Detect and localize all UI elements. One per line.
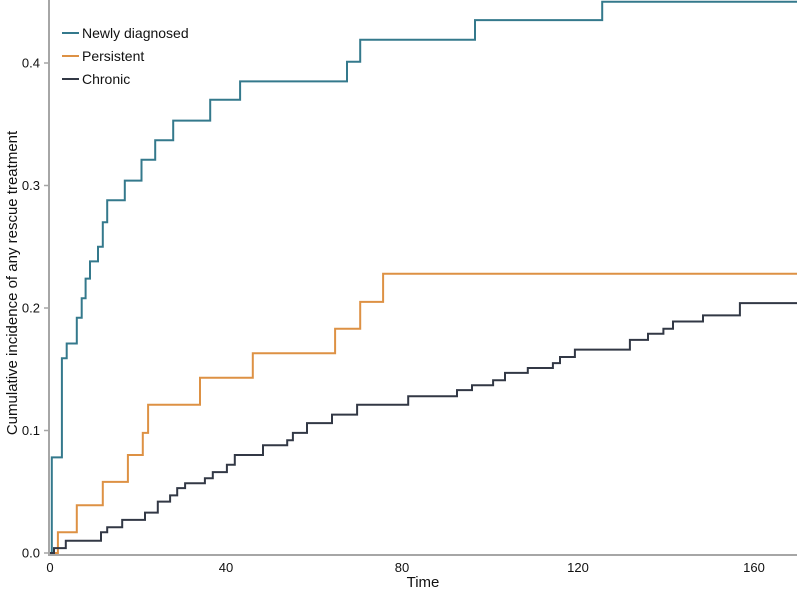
series-lines <box>50 0 797 554</box>
x-tick-label: 80 <box>395 560 409 575</box>
legend-label-persistent: Persistent <box>82 48 144 64</box>
series-line-newly-diagnosed <box>50 0 797 554</box>
x-axis-title: Time <box>407 574 440 591</box>
y-tick-label: 0.3 <box>22 178 40 193</box>
y-tick-label: 0.2 <box>22 301 40 316</box>
x-tick-label: 0 <box>46 560 53 575</box>
y-tick-label: 0.1 <box>22 423 40 438</box>
series-line-chronic <box>50 302 797 554</box>
legend-item-persistent: Persistent <box>62 48 144 64</box>
legend-label-chronic: Chronic <box>82 71 130 87</box>
legend-item-newly-diagnosed: Newly diagnosed <box>62 25 189 41</box>
x-tick-label: 120 <box>567 560 589 575</box>
legend-label-newly-diagnosed: Newly diagnosed <box>82 25 189 41</box>
series-line-persistent <box>50 272 797 554</box>
x-axis-ticks: 0 40 80 120 160 <box>46 560 764 575</box>
y-tick-label: 0.0 <box>22 546 40 561</box>
legend: Newly diagnosed Persistent Chronic <box>62 25 189 87</box>
y-tick-label: 0.4 <box>22 56 40 71</box>
x-tick-label: 40 <box>219 560 233 575</box>
y-axis-title: Cumulative incidence of any rescue treat… <box>4 130 21 435</box>
x-tick-label: 160 <box>743 560 765 575</box>
legend-item-chronic: Chronic <box>62 71 130 87</box>
y-axis-ticks: 0.0 0.1 0.2 0.3 0.4 <box>22 56 49 561</box>
